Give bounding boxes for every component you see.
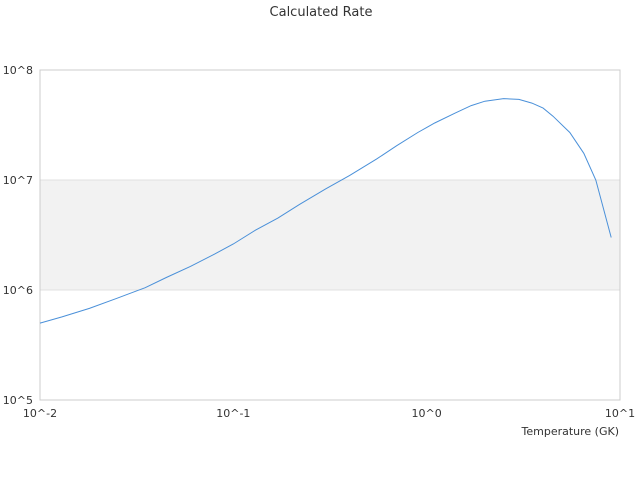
x-axis-ticks: 10^-2 10^-1 10^0 10^1: [23, 407, 635, 420]
y-axis-ticks: 10^5 10^6 10^7 10^8: [3, 64, 33, 407]
x-axis-label: Temperature (GK): [521, 425, 620, 438]
plot-band-0: [40, 290, 620, 400]
x-tick-label: 10^1: [605, 407, 635, 420]
y-tick-label: 10^7: [3, 174, 33, 187]
y-tick-label: 10^6: [3, 284, 33, 297]
series-group: [39, 98, 612, 324]
plot-band-2: [40, 70, 620, 180]
x-tick-label: 10^0: [412, 407, 442, 420]
series-line-0: [39, 98, 612, 324]
x-tick-label: 10^-1: [216, 407, 250, 420]
plot-band-1: [40, 180, 620, 290]
y-tick-label: 10^8: [3, 64, 33, 77]
x-tick-label: 10^-2: [23, 407, 57, 420]
chart-title: Calculated Rate: [270, 5, 373, 20]
y-tick-label: 10^5: [3, 394, 33, 407]
plot-area-border: [39, 69, 621, 401]
plot-bands: [40, 70, 620, 400]
